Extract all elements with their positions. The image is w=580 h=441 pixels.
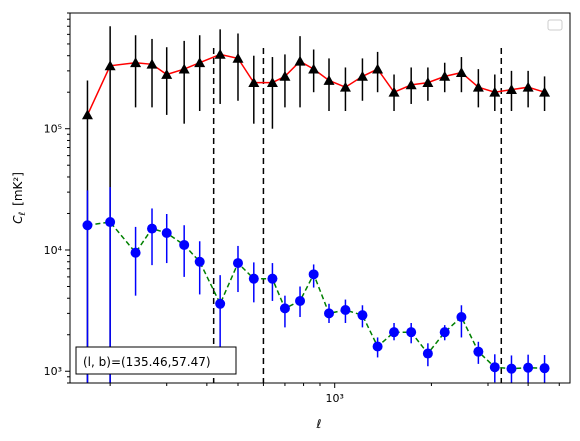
data-point-triangle	[339, 81, 351, 92]
data-point-circle	[267, 273, 278, 284]
data-point-circle	[539, 363, 550, 374]
series-layer	[81, 26, 551, 383]
data-point-circle	[147, 223, 158, 234]
series-line	[86, 53, 545, 116]
data-point-circle	[105, 217, 116, 228]
data-point-circle	[506, 363, 517, 374]
annotation-text: (l, b)=(135.46,57.47)	[83, 355, 211, 369]
data-point-circle	[456, 312, 467, 323]
data-point-circle	[357, 310, 368, 321]
data-point-triangle	[455, 67, 467, 78]
y-tick-label: 10³	[44, 365, 62, 378]
data-point-triangle	[266, 77, 278, 88]
data-point-triangle	[104, 60, 116, 71]
data-point-triangle	[130, 57, 142, 68]
data-point-triangle	[308, 63, 320, 74]
data-point-circle	[179, 239, 190, 250]
data-point-circle	[295, 295, 306, 306]
x-axis-ticks: 10³	[109, 383, 560, 405]
data-point-triangle	[388, 86, 400, 97]
data-point-circle	[279, 303, 290, 314]
data-point-circle	[340, 304, 351, 315]
data-point-circle	[161, 228, 172, 239]
data-point-triangle	[81, 109, 93, 120]
y-axis-label: Cℓ [mK²]	[11, 172, 28, 224]
data-point-triangle	[439, 70, 451, 81]
data-point-circle	[439, 327, 450, 338]
data-point-triangle	[356, 70, 368, 81]
series-1	[81, 26, 551, 383]
data-point-circle	[308, 269, 319, 280]
data-point-triangle	[539, 86, 551, 97]
data-point-triangle	[522, 81, 534, 92]
data-point-triangle	[214, 48, 226, 59]
data-point-triangle	[505, 84, 517, 95]
y-axis-label-subscript: ℓ	[18, 212, 28, 217]
data-point-triangle	[323, 74, 335, 85]
data-point-triangle	[372, 63, 384, 74]
data-point-circle	[372, 341, 383, 352]
y-tick-label: 10⁵	[44, 123, 62, 136]
data-point-circle	[324, 308, 335, 319]
data-point-triangle	[178, 63, 190, 74]
data-point-triangle	[472, 81, 484, 92]
y-axis-label-unit: [mK²]	[11, 172, 25, 206]
x-tick-label: 10³	[325, 392, 343, 405]
data-point-circle	[194, 256, 205, 267]
series-2	[82, 187, 550, 383]
data-point-circle	[389, 327, 400, 338]
data-point-triangle	[405, 79, 417, 90]
x-axis-label: ℓ	[316, 417, 322, 431]
data-point-triangle	[161, 68, 173, 79]
data-point-triangle	[248, 77, 260, 88]
data-point-circle	[232, 258, 243, 269]
data-point-circle	[215, 298, 226, 309]
legend-box	[547, 19, 563, 31]
data-point-circle	[473, 346, 484, 357]
vertical-reference-lines	[212, 48, 503, 383]
data-point-circle	[248, 273, 259, 284]
data-point-circle	[489, 362, 500, 373]
series-line	[87, 221, 545, 370]
data-point-circle	[523, 362, 534, 373]
plot-background	[70, 13, 570, 383]
data-point-circle	[422, 348, 433, 359]
y-axis-label-main: C	[11, 215, 25, 224]
data-point-circle	[82, 220, 93, 231]
data-point-circle	[130, 247, 141, 258]
data-point-triangle	[232, 52, 244, 63]
data-point-triangle	[489, 86, 501, 97]
annotation-box	[75, 346, 237, 375]
data-point-triangle	[279, 70, 291, 81]
data-point-triangle	[294, 55, 306, 66]
data-point-triangle	[194, 57, 206, 68]
data-point-circle	[406, 327, 417, 338]
y-axis-ticks: 10³ 10⁴ 10⁵	[44, 12, 70, 384]
data-point-triangle	[146, 58, 158, 69]
data-point-triangle	[422, 77, 434, 88]
y-tick-label: 10⁴	[44, 244, 63, 257]
